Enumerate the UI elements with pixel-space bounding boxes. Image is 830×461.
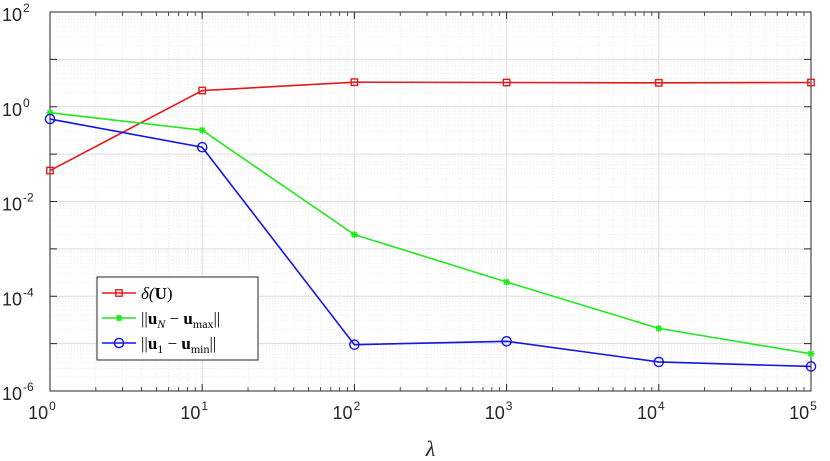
- data-point: [653, 356, 665, 368]
- series-0: [46, 78, 815, 175]
- legend-marker: [115, 289, 123, 297]
- legend-marker: [115, 314, 123, 322]
- data-point: [44, 113, 56, 125]
- y-tick-label: 102: [2, 1, 30, 25]
- x-tick-label: 102: [333, 399, 361, 423]
- tick-labels: 100 101 102 103 104 105 10-6 10-4 10-2 100 102: [2, 1, 817, 423]
- x-axis-label: λ: [425, 436, 436, 461]
- data-point: [655, 324, 663, 332]
- data-point: [351, 231, 358, 239]
- data-point: [350, 78, 359, 87]
- legend: δ(U) ||uN − umax|| ||u1 − umin||: [96, 276, 259, 361]
- x-tick-label: 103: [485, 399, 513, 423]
- axis-ticks: [49, 11, 812, 392]
- series-line: [49, 111, 812, 355]
- data-point: [654, 78, 663, 87]
- data-point: [502, 78, 511, 87]
- data-point: [805, 361, 817, 372]
- y-tick-label: 10-2: [2, 191, 34, 215]
- data-point: [807, 78, 815, 87]
- legend-label: δ(U): [141, 284, 173, 303]
- data-point: [198, 126, 206, 134]
- data-point: [349, 339, 360, 350]
- series-line: [49, 118, 812, 368]
- series-line: [49, 81, 812, 172]
- legend-label: ||uN − umax||: [141, 309, 220, 331]
- y-tick-label: 10-4: [2, 285, 34, 309]
- legend-entry: ||uN − umax||: [102, 309, 220, 331]
- x-tick-label: 105: [789, 399, 817, 423]
- legend-entry: ||u1 − umin||: [102, 334, 216, 356]
- x-tick-label: 104: [637, 399, 665, 423]
- data-point: [198, 86, 207, 95]
- data-point: [501, 335, 512, 347]
- series-1: [46, 109, 815, 358]
- y-tick-label: 100: [2, 96, 30, 120]
- data-point: [807, 350, 815, 358]
- x-tick-label: 101: [180, 399, 208, 423]
- y-tick-label: 10-6: [2, 380, 34, 404]
- data-point: [196, 141, 208, 153]
- legend-marker: [113, 337, 125, 349]
- legend-label: ||u1 − umin||: [141, 334, 216, 356]
- x-tick-label: 100: [28, 399, 56, 423]
- data-point: [503, 278, 510, 286]
- series-2: [44, 113, 817, 372]
- series-layer: [44, 78, 817, 372]
- legend-entry: δ(U): [102, 284, 173, 303]
- data-point: [46, 166, 54, 175]
